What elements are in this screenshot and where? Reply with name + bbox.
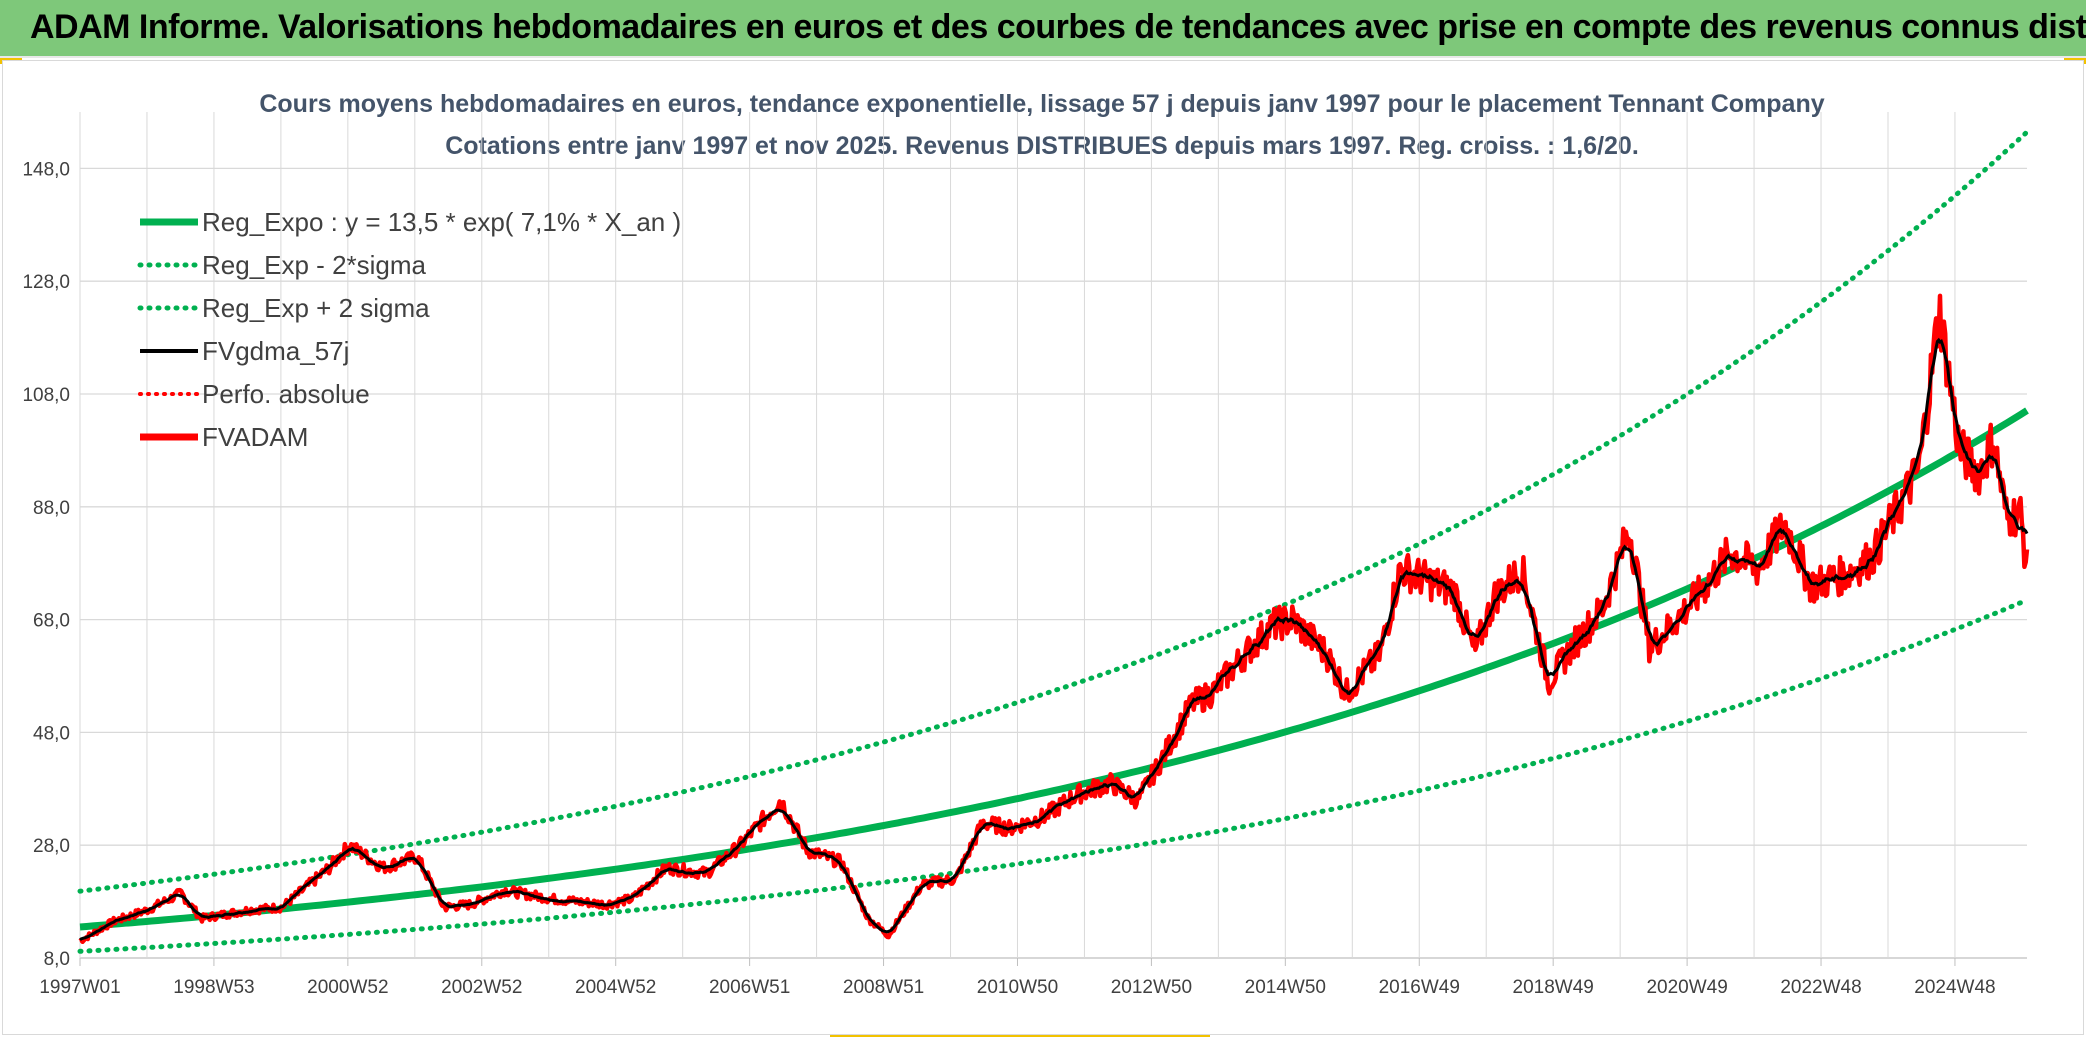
chart-subtitle: Cotations entre janv 1997 et nov 2025. R… xyxy=(445,132,1639,160)
x-axis: 1997W01 1998W53 2000W52 2002W52 2004W52 2006W… xyxy=(39,958,1996,998)
y-tick-label: 8,0 xyxy=(44,949,70,970)
x-tick-label: 2008W51 xyxy=(843,977,924,998)
x-tick-label: 2010W50 xyxy=(977,977,1058,998)
legend-label: Perfo. absolue xyxy=(202,379,370,409)
chart-frame xyxy=(2,60,2084,1035)
y-tick-label: 48,0 xyxy=(33,723,70,744)
x-tick-label: 2022W48 xyxy=(1780,977,1861,998)
x-tick-label: 2014W50 xyxy=(1245,977,1326,998)
legend: Reg_Expo : y = 13,5 * exp( 7,1% * X_an )… xyxy=(137,207,681,452)
legend-label: Reg_Expo : y = 13,5 * exp( 7,1% * X_an ) xyxy=(202,207,681,237)
series-fvgdma-57j xyxy=(79,337,2029,941)
y-tick-label: 28,0 xyxy=(33,836,70,857)
legend-label: FVgdma_57j xyxy=(202,336,349,366)
y-tick-label: 88,0 xyxy=(33,498,70,519)
series-reg-minus-2sigma xyxy=(77,597,2030,954)
y-tick-label: 128,0 xyxy=(22,272,70,293)
legend-label: Reg_Exp - 2*sigma xyxy=(202,250,427,280)
y-tick-label: 68,0 xyxy=(33,611,70,632)
x-tick-label: 2000W52 xyxy=(307,977,388,998)
x-tick-label: 1998W53 xyxy=(173,977,254,998)
y-tick-label: 108,0 xyxy=(22,385,70,406)
series-layer xyxy=(77,129,2030,954)
report-title: ADAM Informe. Valorisations hebdomadaire… xyxy=(30,8,2086,46)
series-fvadam xyxy=(78,293,2030,945)
legend-label: FVADAM xyxy=(202,422,308,452)
x-tick-label: 2016W49 xyxy=(1379,977,1460,998)
x-tick-label: 2018W49 xyxy=(1513,977,1594,998)
x-tick-label: 2006W51 xyxy=(709,977,790,998)
x-tick-label: 2004W52 xyxy=(575,977,656,998)
series-reg-plus-2sigma xyxy=(77,129,2030,894)
y-axis: 8,0 28,0 48,0 68,0 88,0 108,0 128,0 148,0 xyxy=(22,159,70,970)
gridlines xyxy=(79,112,2027,959)
legend-label: Reg_Exp + 2 sigma xyxy=(202,293,430,323)
x-tick-label: 2024W48 xyxy=(1914,977,1995,998)
x-tick-label: 2002W52 xyxy=(441,977,522,998)
x-tick-label: 1997W01 xyxy=(39,977,120,998)
report-banner: ADAM Informe. Valorisations hebdomadaire… xyxy=(0,0,2086,58)
y-tick-label: 148,0 xyxy=(22,159,70,180)
x-tick-label: 2020W49 xyxy=(1646,977,1727,998)
chart-title: Cours moyens hebdomadaires en euros, ten… xyxy=(259,90,1824,118)
x-tick-label: 2012W50 xyxy=(1111,977,1192,998)
